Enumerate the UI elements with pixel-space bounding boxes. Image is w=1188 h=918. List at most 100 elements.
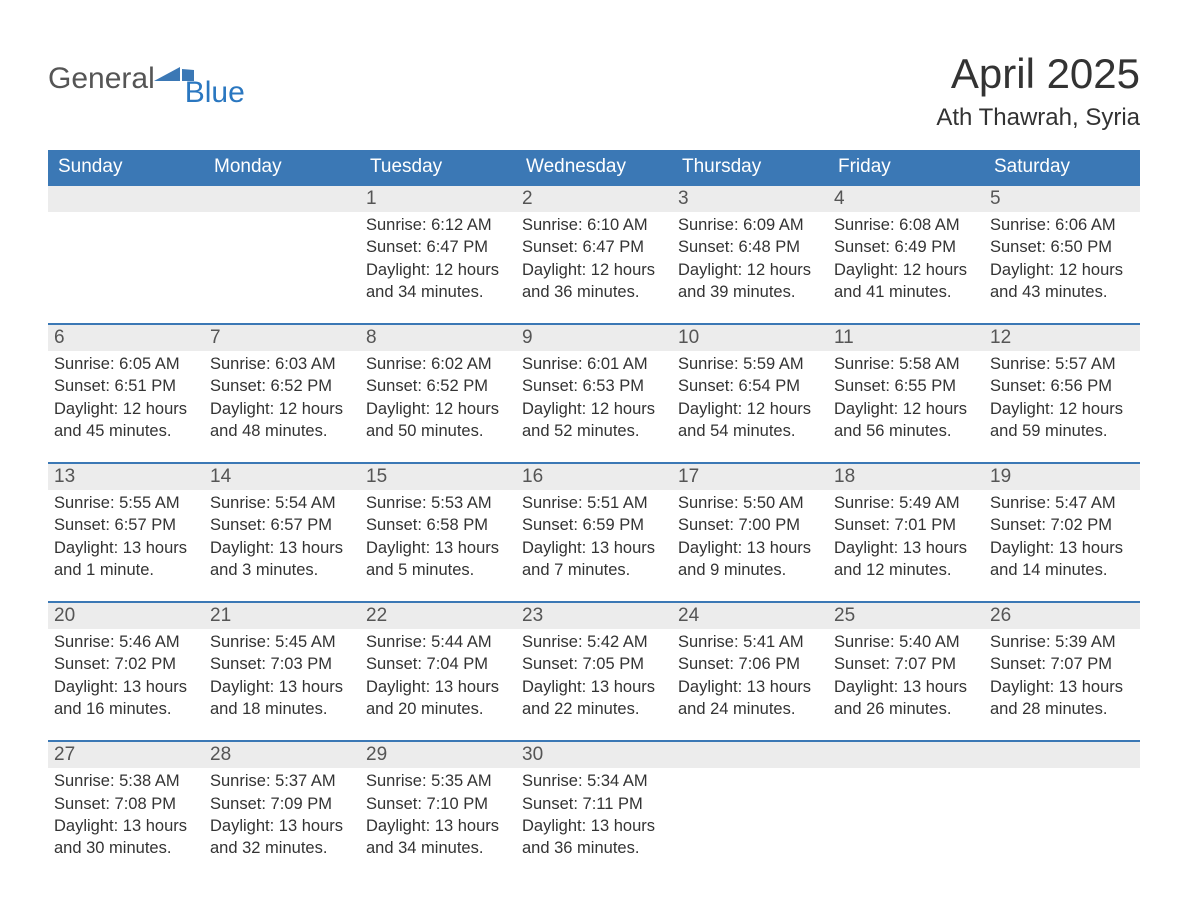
day-detail-cell: Sunrise: 5:35 AMSunset: 7:10 PMDaylight:… (360, 768, 516, 879)
day-detail-cell (984, 768, 1140, 879)
day-detail-cell: Sunrise: 5:45 AMSunset: 7:03 PMDaylight:… (204, 629, 360, 741)
day-number-cell (48, 185, 204, 212)
day-number-cell: 19 (984, 463, 1140, 490)
day-detail-text: Sunrise: 6:10 AMSunset: 6:47 PMDaylight:… (522, 212, 666, 303)
day-detail-cell: Sunrise: 5:53 AMSunset: 6:58 PMDaylight:… (360, 490, 516, 602)
day-detail-text: Sunrise: 6:03 AMSunset: 6:52 PMDaylight:… (210, 351, 354, 442)
day-number-row: 20212223242526 (48, 602, 1140, 629)
day-detail-text: Sunrise: 5:57 AMSunset: 6:56 PMDaylight:… (990, 351, 1134, 442)
day-detail-text: Sunrise: 5:54 AMSunset: 6:57 PMDaylight:… (210, 490, 354, 581)
day-number-row: 6789101112 (48, 324, 1140, 351)
day-number-row: 12345 (48, 185, 1140, 212)
day-number-cell: 21 (204, 602, 360, 629)
day-detail-cell: Sunrise: 5:39 AMSunset: 7:07 PMDaylight:… (984, 629, 1140, 741)
day-detail-cell: Sunrise: 5:54 AMSunset: 6:57 PMDaylight:… (204, 490, 360, 602)
weekday-header: Saturday (984, 150, 1140, 185)
page-title: April 2025 (936, 50, 1140, 98)
day-detail-cell: Sunrise: 6:05 AMSunset: 6:51 PMDaylight:… (48, 351, 204, 463)
day-number-cell (828, 741, 984, 768)
day-number-cell: 25 (828, 602, 984, 629)
day-number-cell: 12 (984, 324, 1140, 351)
header: General Blue April 2025 Ath Thawrah, Syr… (48, 50, 1140, 132)
day-detail-text: Sunrise: 6:09 AMSunset: 6:48 PMDaylight:… (678, 212, 822, 303)
day-number-cell: 29 (360, 741, 516, 768)
day-detail-cell: Sunrise: 6:08 AMSunset: 6:49 PMDaylight:… (828, 212, 984, 324)
day-detail-text: Sunrise: 5:39 AMSunset: 7:07 PMDaylight:… (990, 629, 1134, 720)
day-detail-cell: Sunrise: 5:34 AMSunset: 7:11 PMDaylight:… (516, 768, 672, 879)
logo: General Blue (48, 50, 259, 96)
day-number-cell: 9 (516, 324, 672, 351)
day-number-cell: 23 (516, 602, 672, 629)
weekday-header: Sunday (48, 150, 204, 185)
day-number-cell: 26 (984, 602, 1140, 629)
day-detail-row: Sunrise: 5:46 AMSunset: 7:02 PMDaylight:… (48, 629, 1140, 741)
day-detail-text: Sunrise: 6:08 AMSunset: 6:49 PMDaylight:… (834, 212, 978, 303)
day-detail-text: Sunrise: 5:46 AMSunset: 7:02 PMDaylight:… (54, 629, 198, 720)
day-detail-cell: Sunrise: 6:12 AMSunset: 6:47 PMDaylight:… (360, 212, 516, 324)
day-detail-cell: Sunrise: 6:06 AMSunset: 6:50 PMDaylight:… (984, 212, 1140, 324)
day-number-cell: 27 (48, 741, 204, 768)
day-detail-text: Sunrise: 5:40 AMSunset: 7:07 PMDaylight:… (834, 629, 978, 720)
weekday-header: Friday (828, 150, 984, 185)
day-detail-cell: Sunrise: 5:37 AMSunset: 7:09 PMDaylight:… (204, 768, 360, 879)
day-detail-row: Sunrise: 5:38 AMSunset: 7:08 PMDaylight:… (48, 768, 1140, 879)
day-number-cell: 24 (672, 602, 828, 629)
day-detail-text: Sunrise: 5:59 AMSunset: 6:54 PMDaylight:… (678, 351, 822, 442)
day-number-cell (984, 741, 1140, 768)
day-detail-cell: Sunrise: 5:40 AMSunset: 7:07 PMDaylight:… (828, 629, 984, 741)
day-detail-cell: Sunrise: 5:49 AMSunset: 7:01 PMDaylight:… (828, 490, 984, 602)
day-number-cell: 2 (516, 185, 672, 212)
day-number-cell: 6 (48, 324, 204, 351)
day-detail-cell: Sunrise: 5:47 AMSunset: 7:02 PMDaylight:… (984, 490, 1140, 602)
day-detail-text: Sunrise: 5:53 AMSunset: 6:58 PMDaylight:… (366, 490, 510, 581)
day-number-cell: 14 (204, 463, 360, 490)
day-detail-cell: Sunrise: 5:38 AMSunset: 7:08 PMDaylight:… (48, 768, 204, 879)
day-detail-text: Sunrise: 5:35 AMSunset: 7:10 PMDaylight:… (366, 768, 510, 859)
day-detail-text: Sunrise: 5:51 AMSunset: 6:59 PMDaylight:… (522, 490, 666, 581)
day-detail-cell: Sunrise: 5:50 AMSunset: 7:00 PMDaylight:… (672, 490, 828, 602)
day-number-cell: 5 (984, 185, 1140, 212)
day-detail-row: Sunrise: 5:55 AMSunset: 6:57 PMDaylight:… (48, 490, 1140, 602)
day-detail-text: Sunrise: 5:41 AMSunset: 7:06 PMDaylight:… (678, 629, 822, 720)
day-number-cell: 20 (48, 602, 204, 629)
day-number-cell: 10 (672, 324, 828, 351)
logo-general-text: General (48, 62, 155, 96)
day-detail-cell: Sunrise: 6:10 AMSunset: 6:47 PMDaylight:… (516, 212, 672, 324)
day-detail-cell: Sunrise: 5:41 AMSunset: 7:06 PMDaylight:… (672, 629, 828, 741)
day-number-cell: 7 (204, 324, 360, 351)
day-detail-cell: Sunrise: 5:59 AMSunset: 6:54 PMDaylight:… (672, 351, 828, 463)
day-detail-cell (48, 212, 204, 324)
day-detail-text: Sunrise: 5:34 AMSunset: 7:11 PMDaylight:… (522, 768, 666, 859)
day-detail-text: Sunrise: 5:44 AMSunset: 7:04 PMDaylight:… (366, 629, 510, 720)
day-number-cell: 4 (828, 185, 984, 212)
day-number-row: 13141516171819 (48, 463, 1140, 490)
day-number-cell: 16 (516, 463, 672, 490)
day-detail-cell: Sunrise: 5:51 AMSunset: 6:59 PMDaylight:… (516, 490, 672, 602)
day-detail-cell: Sunrise: 5:46 AMSunset: 7:02 PMDaylight:… (48, 629, 204, 741)
day-detail-text: Sunrise: 5:58 AMSunset: 6:55 PMDaylight:… (834, 351, 978, 442)
day-detail-cell: Sunrise: 6:01 AMSunset: 6:53 PMDaylight:… (516, 351, 672, 463)
day-number-cell: 11 (828, 324, 984, 351)
day-detail-cell: Sunrise: 6:02 AMSunset: 6:52 PMDaylight:… (360, 351, 516, 463)
day-detail-cell: Sunrise: 5:58 AMSunset: 6:55 PMDaylight:… (828, 351, 984, 463)
day-detail-text: Sunrise: 6:12 AMSunset: 6:47 PMDaylight:… (366, 212, 510, 303)
day-number-cell: 15 (360, 463, 516, 490)
title-block: April 2025 Ath Thawrah, Syria (936, 50, 1140, 132)
weekday-header: Tuesday (360, 150, 516, 185)
day-number-cell: 22 (360, 602, 516, 629)
day-detail-text: Sunrise: 5:38 AMSunset: 7:08 PMDaylight:… (54, 768, 198, 859)
day-detail-cell (828, 768, 984, 879)
day-detail-text: Sunrise: 5:55 AMSunset: 6:57 PMDaylight:… (54, 490, 198, 581)
day-number-cell: 8 (360, 324, 516, 351)
day-number-cell: 13 (48, 463, 204, 490)
day-number-cell: 30 (516, 741, 672, 768)
weekday-header: Monday (204, 150, 360, 185)
day-detail-cell: Sunrise: 5:44 AMSunset: 7:04 PMDaylight:… (360, 629, 516, 741)
location-subtitle: Ath Thawrah, Syria (936, 104, 1140, 132)
day-number-row: 27282930 (48, 741, 1140, 768)
day-detail-text: Sunrise: 5:47 AMSunset: 7:02 PMDaylight:… (990, 490, 1134, 581)
weekday-header: Thursday (672, 150, 828, 185)
weekday-header: Wednesday (516, 150, 672, 185)
day-detail-text: Sunrise: 5:50 AMSunset: 7:00 PMDaylight:… (678, 490, 822, 581)
day-detail-row: Sunrise: 6:12 AMSunset: 6:47 PMDaylight:… (48, 212, 1140, 324)
